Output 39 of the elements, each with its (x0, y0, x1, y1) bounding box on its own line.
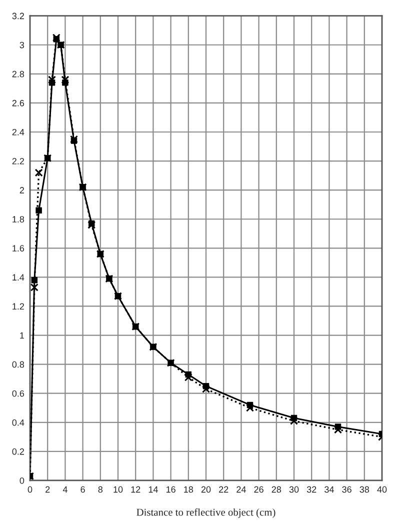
x-tick-label: 34 (324, 486, 334, 493)
y-tick-label: 0.2 (12, 448, 24, 455)
y-tick-label: 0.6 (12, 390, 24, 397)
y-tick-label: 0.8 (12, 361, 24, 368)
x-tick-label: 2 (46, 486, 50, 493)
y-tick-label: 1.6 (12, 245, 24, 252)
y-tick-label: 2.4 (12, 128, 24, 136)
y-tick-label: 2.8 (12, 70, 24, 78)
x-tick-label: 6 (80, 486, 85, 493)
x-tick-label: 20 (201, 486, 211, 493)
y-tick-label: 1.4 (12, 274, 24, 280)
y-tick-label: 1 (20, 332, 24, 339)
y-tick-label: 1.2 (12, 303, 24, 310)
x-tick-label: 8 (98, 486, 103, 493)
y-tick-label: 1.8 (12, 216, 24, 222)
x-tick-label: 0 (28, 486, 32, 493)
x-tick-label: 38 (360, 486, 370, 493)
y-tick-label: 3.2 (12, 12, 24, 20)
x-tick-label: 26 (254, 486, 264, 493)
x-tick-label: 16 (166, 486, 176, 493)
x-tick-label: 24 (236, 486, 246, 493)
x-tick-label: 30 (289, 486, 299, 493)
x-tick-label: 10 (114, 486, 123, 493)
x-tick-label: 22 (219, 486, 228, 493)
x-axis-title: Distance to reflective object (cm) (136, 508, 276, 518)
y-tick-label: 3 (20, 42, 24, 48)
x-tick-label: 12 (131, 486, 140, 493)
y-tick-label: 0 (20, 477, 24, 484)
x-tick-label: 14 (148, 486, 158, 493)
x-tick-label: 32 (306, 486, 316, 493)
x-tick-label: 40 (377, 486, 387, 493)
x-tick-label: 4 (62, 486, 68, 493)
y-tick-label: 2.2 (12, 158, 24, 164)
y-tick-label: 0.4 (12, 419, 24, 426)
x-tick-label: 28 (272, 486, 282, 493)
y-tick-label: 2.6 (12, 100, 24, 106)
x-tick-label: 36 (342, 486, 352, 493)
y-tick-label: 2 (20, 187, 24, 194)
x-tick-label: 18 (184, 486, 194, 493)
